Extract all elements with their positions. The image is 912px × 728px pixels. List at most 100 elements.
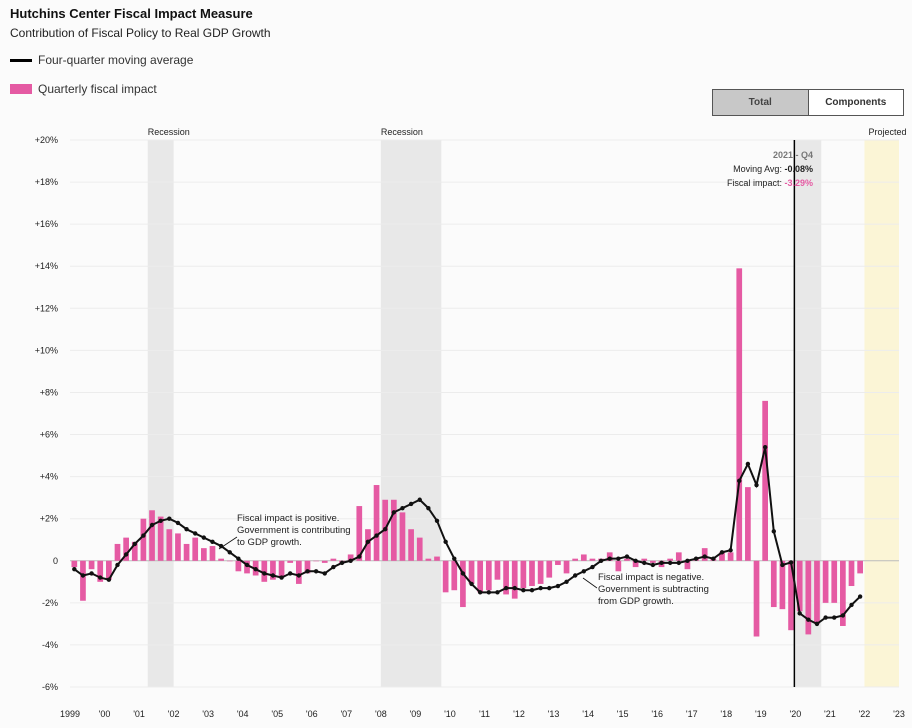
line-point xyxy=(106,577,112,582)
line-point xyxy=(141,533,146,538)
line-point xyxy=(780,562,785,568)
x-tick-label: '12 xyxy=(513,709,525,719)
bar xyxy=(114,543,121,561)
bar xyxy=(399,512,406,561)
legend-label-quarterly-impact: Quarterly fiscal impact xyxy=(38,82,157,96)
line-point xyxy=(175,520,181,526)
bar xyxy=(416,537,423,561)
view-toggle: Total Components xyxy=(712,89,904,116)
bar xyxy=(192,537,199,561)
bar xyxy=(209,546,216,561)
line-point xyxy=(201,535,207,540)
bar xyxy=(719,552,725,561)
bar xyxy=(356,506,363,561)
bar xyxy=(131,541,138,561)
line-point xyxy=(503,585,509,591)
bar xyxy=(805,560,812,635)
bar xyxy=(762,400,769,561)
bar xyxy=(451,560,458,591)
line-point xyxy=(167,516,172,521)
x-tick-label: '01 xyxy=(133,709,145,719)
y-tick-label: -4% xyxy=(42,640,58,650)
x-tick-label: '13 xyxy=(548,709,560,719)
bar xyxy=(796,560,803,612)
total-button[interactable]: Total xyxy=(712,89,809,116)
bar xyxy=(624,558,630,561)
line-point xyxy=(158,518,163,523)
line-point xyxy=(460,571,466,576)
line-point xyxy=(374,533,379,538)
y-tick-label: -6% xyxy=(42,682,58,692)
line-point xyxy=(745,461,751,467)
bar xyxy=(80,560,86,601)
line-point xyxy=(322,571,327,576)
chart-title: Hutchins Center Fiscal Impact Measure xyxy=(10,6,253,21)
tooltip-fi-value: -3.29% xyxy=(784,178,813,188)
line-point xyxy=(598,558,604,563)
legend-item-moving-average[interactable]: Four-quarter moving average xyxy=(10,53,193,67)
bar xyxy=(373,485,380,561)
annotation-positive-line-2: Government is contributing xyxy=(237,525,351,536)
x-tick-label: '22 xyxy=(859,709,871,719)
line-point xyxy=(685,558,690,563)
bar xyxy=(485,560,492,591)
y-tick-label: 0 xyxy=(53,556,58,566)
line-point xyxy=(443,539,448,545)
tooltip-avg-value: -0.08% xyxy=(784,164,813,174)
line-point xyxy=(89,571,94,576)
line-point xyxy=(400,505,405,511)
axes: -6% -4% -2% 0 +2% +4% +6% +8% +10% +12% +14% +16% +1… xyxy=(35,135,905,719)
bar xyxy=(287,560,294,563)
bar xyxy=(166,529,173,561)
bar xyxy=(123,537,129,561)
line-point xyxy=(434,518,440,523)
bar xyxy=(460,560,466,608)
bar xyxy=(511,560,518,599)
bar xyxy=(555,560,561,565)
line-point xyxy=(184,527,189,532)
bar xyxy=(563,560,570,574)
line-point xyxy=(348,558,353,563)
annotation-negative-line-1: Fiscal impact is negative. xyxy=(598,572,704,583)
line-point xyxy=(262,571,267,576)
line-point xyxy=(72,566,77,572)
line-point xyxy=(331,564,336,570)
line-point xyxy=(754,482,759,488)
line-series xyxy=(72,140,863,687)
x-tick-label: '16 xyxy=(651,709,663,719)
line-point xyxy=(408,501,414,507)
line-point xyxy=(590,564,595,570)
bar xyxy=(304,560,311,574)
line-point xyxy=(581,569,587,574)
bar-series xyxy=(71,268,863,637)
line-point xyxy=(417,497,422,502)
bar xyxy=(235,560,242,572)
bar xyxy=(175,533,181,561)
bar xyxy=(503,560,509,595)
tooltip-avg-label: Moving Avg: xyxy=(733,164,782,174)
line-point xyxy=(123,552,129,557)
bar xyxy=(615,560,622,572)
line-point xyxy=(616,556,621,561)
bar xyxy=(477,560,484,593)
line-point xyxy=(452,556,457,561)
bar xyxy=(442,560,449,593)
bar xyxy=(468,560,475,584)
tooltip-fi-row: Fiscal impact: -3.29% xyxy=(727,178,813,188)
bar xyxy=(321,560,328,563)
gridlines xyxy=(70,139,899,688)
line-point xyxy=(702,554,707,559)
y-tick-label: +14% xyxy=(35,261,58,271)
legend-item-quarterly-impact[interactable]: Quarterly fiscal impact xyxy=(10,82,157,96)
y-tick-label: +12% xyxy=(35,303,58,313)
y-tick-label: +2% xyxy=(40,514,58,524)
line-point xyxy=(253,566,258,572)
x-tick-label: '07 xyxy=(340,709,352,719)
bar xyxy=(520,560,527,589)
line-point xyxy=(288,571,293,576)
line-point xyxy=(210,539,215,545)
x-tick-label: '10 xyxy=(444,709,456,719)
components-button[interactable]: Components xyxy=(808,89,904,116)
line-point xyxy=(797,611,802,616)
bar xyxy=(840,560,846,626)
